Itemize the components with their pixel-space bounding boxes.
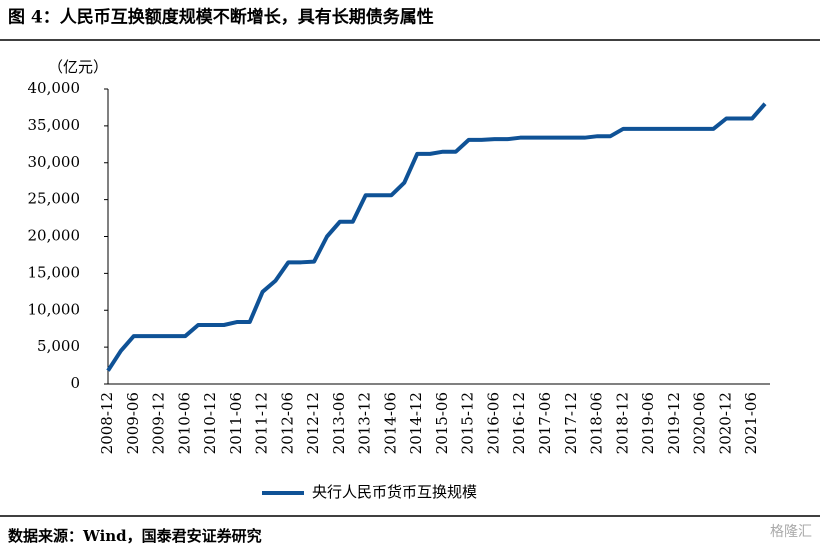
x-tick-label: 2013-12 bbox=[356, 392, 374, 454]
y-unit: （亿元） bbox=[48, 58, 108, 76]
x-tick-label: 2010-06 bbox=[175, 392, 193, 454]
x-tick-label: 2017-12 bbox=[562, 392, 580, 454]
x-tick-label: 2013-06 bbox=[330, 392, 348, 454]
legend-label: 央行人民币货币互换规模 bbox=[312, 483, 477, 501]
y-tick-label: 20,000 bbox=[28, 227, 81, 245]
x-tick-label: 2018-12 bbox=[613, 392, 631, 454]
x-tick-label: 2011-12 bbox=[253, 392, 271, 454]
x-tick-label: 2012-06 bbox=[278, 392, 296, 454]
y-tick-label: 10,000 bbox=[28, 300, 81, 318]
x-tick-label: 2021-06 bbox=[742, 392, 760, 454]
x-tick-label: 2009-12 bbox=[150, 392, 168, 454]
x-tick-label: 2016-12 bbox=[510, 392, 528, 454]
x-tick-label: 2009-06 bbox=[124, 392, 142, 454]
y-tick-label: 25,000 bbox=[28, 190, 81, 208]
x-tick-label: 2010-12 bbox=[201, 392, 219, 454]
x-tick-label: 2014-06 bbox=[381, 392, 399, 454]
y-tick-label: 5,000 bbox=[37, 337, 80, 355]
x-tick-label: 2019-06 bbox=[639, 392, 657, 454]
x-tick-label: 2017-06 bbox=[536, 392, 554, 454]
y-tick-label: 30,000 bbox=[28, 153, 81, 171]
y-tick-label: 35,000 bbox=[28, 116, 81, 134]
x-tick-label: 2016-06 bbox=[484, 392, 502, 454]
x-tick-label: 2015-06 bbox=[433, 392, 451, 454]
x-tick-label: 2014-12 bbox=[407, 392, 425, 454]
y-tick-label: 0 bbox=[70, 374, 80, 392]
y-tick-label: 40,000 bbox=[28, 79, 81, 97]
x-tick-label: 2011-06 bbox=[227, 392, 245, 454]
x-tick-label: 2018-06 bbox=[588, 392, 606, 454]
watermark: 格隆汇 bbox=[770, 524, 812, 540]
line-series bbox=[106, 102, 767, 372]
x-tick-label: 2020-12 bbox=[716, 392, 734, 454]
x-tick-label: 2012-12 bbox=[304, 392, 322, 454]
x-tick-label: 2019-12 bbox=[665, 392, 683, 454]
source: 数据来源：Wind，国泰君安证券研究 bbox=[8, 527, 262, 545]
x-tick-label: 2015-12 bbox=[459, 392, 477, 454]
x-tick-label: 2020-06 bbox=[691, 392, 709, 454]
x-tick-label: 2008-12 bbox=[98, 392, 116, 454]
chart-title: 图 4：人民币互换额度规模不断增长，具有长期债务属性 bbox=[8, 7, 434, 28]
y-tick-label: 15,000 bbox=[28, 263, 81, 281]
